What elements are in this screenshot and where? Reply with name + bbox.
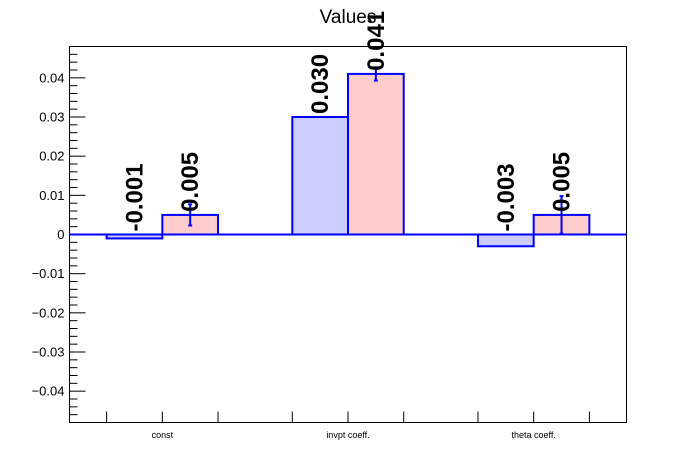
value-label: 0.005 <box>549 152 576 212</box>
category-label: invpt coeff. <box>326 430 369 440</box>
y-tick-label: −0.01 <box>32 266 65 281</box>
category-labels: const invpt coeff. theta coeff. <box>152 430 556 440</box>
y-tick-label: 0 <box>57 227 64 242</box>
y-tick-label: 0.02 <box>39 149 64 164</box>
category-label: const <box>152 430 174 440</box>
error-bars <box>188 66 564 235</box>
bar <box>347 72 405 236</box>
y-tick-label: −0.04 <box>32 384 65 399</box>
y-tick-label: 0.03 <box>39 110 64 125</box>
value-labels: -0.001 0.030 -0.003 0.005 0.041 0.005 <box>121 11 575 232</box>
y-tick-label: 0.01 <box>39 188 64 203</box>
y-axis-tick-labels: −0.04 −0.03 −0.02 −0.01 0 0.01 0.02 0.03 0.04 <box>32 70 65 398</box>
bar <box>476 233 535 248</box>
bar <box>291 116 349 236</box>
value-label: 0.030 <box>307 54 334 114</box>
y-tick-label: 0.04 <box>39 70 64 85</box>
value-label: -0.003 <box>493 163 520 231</box>
value-label: -0.001 <box>121 163 148 231</box>
y-tick-label: −0.02 <box>32 305 65 320</box>
value-label: 0.005 <box>177 152 204 212</box>
chart-title: Values <box>320 7 377 28</box>
x-axis-ticks <box>106 411 590 423</box>
value-label: 0.041 <box>363 11 390 71</box>
category-label: theta coeff. <box>511 430 555 440</box>
y-axis-ticks <box>69 46 86 423</box>
y-tick-label: −0.03 <box>32 345 65 360</box>
